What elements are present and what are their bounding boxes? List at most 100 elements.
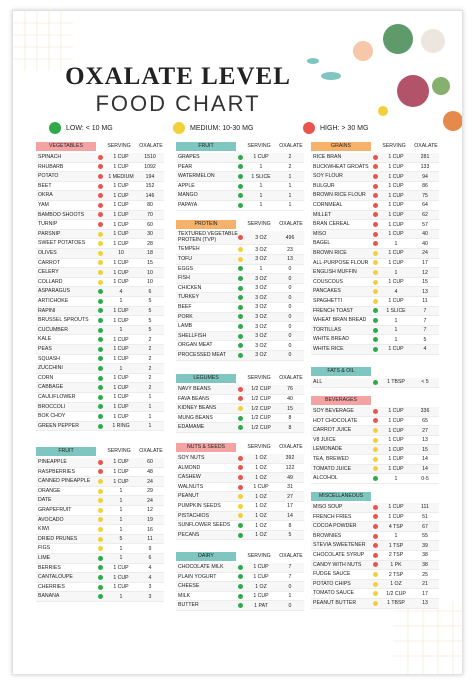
food-name: FRENCH FRIES [313,513,352,520]
serving: 1 CUP [113,403,129,410]
food-name: MILLET [313,211,332,218]
food-name: PAPAYA [178,202,198,208]
serving: 1 [259,183,263,190]
food-name: PORK [178,313,193,320]
level-dot [238,333,243,339]
level-dot [238,513,243,519]
oxalate: 86 [422,183,428,190]
level-dot [373,174,378,179]
oxalate: 3 [148,593,152,600]
serving: 1 CUP [113,375,129,382]
level-dot [98,337,103,343]
level-dot [98,385,103,391]
level-dot [373,600,378,606]
food-name: POTATO [38,173,59,180]
level-dot [98,154,103,160]
serving: 1 CUP [388,259,404,266]
oxalate: 8 [288,415,292,422]
food-name: V8 JUICE [313,436,336,443]
column-header: SERVING [247,553,271,559]
serving: 1 [394,327,398,334]
level-dot [373,260,378,266]
serving: 1 OZ [255,493,267,500]
food-name: EGGS [178,265,193,272]
level-dot [238,396,243,402]
food-name: ALCOHOL [313,475,338,482]
oxalate: 5 [288,532,292,539]
food-name: FUDGE SAUCE [313,571,351,578]
food-name: CAULIFLOWER [38,394,76,400]
oxalate: 51 [422,513,428,520]
oxalate: 18 [147,250,153,257]
level-dot [373,298,378,304]
oxalate: 8 [288,522,292,529]
oxalate: 16 [147,526,153,533]
oxalate: 1 [288,192,292,199]
section-title: LEGUMES [176,374,236,383]
serving: 1 CUP [113,336,129,343]
level-dot [238,465,243,471]
food-name: GREEN PEPPER [38,422,79,429]
food-name: CHOCOLATE SYRUP [313,552,365,558]
serving: 1 CUP [113,154,129,161]
serving: 1 CUP [253,564,269,571]
serving: 1 CUP [113,183,129,190]
serving: 10 [118,250,124,257]
serving: 1 CUP [388,163,404,170]
level-dot [373,327,378,333]
oxalate: 7 [288,564,292,571]
level-dot [373,504,378,510]
food-name: BEEF [178,304,192,310]
food-name: PLAIN YOGURT [178,573,217,580]
level-dot [373,476,378,481]
serving: 1 [119,365,123,372]
oxalate: 14 [422,465,428,472]
column-header: OXALATE [139,143,163,149]
oxalate: 17 [422,259,428,266]
level-dot [373,447,378,453]
oxalate: 13 [422,437,428,444]
oxalate: 25 [422,571,428,578]
oxalate: 15 [147,259,153,266]
food-name: SUNFLOWER SEEDS [178,522,231,529]
serving: 1 CUP [253,573,269,580]
level-dot [373,379,378,385]
column-header: SERVING [107,448,131,454]
serving: 1 [119,593,123,600]
serving: 3 OZ [255,342,267,349]
serving: 1 CUP [388,417,404,424]
serving: 3 OZ [255,285,267,292]
level-dot [98,366,103,371]
level-dot [238,475,243,480]
food-name: ORGAN MEAT [178,342,213,349]
oxalate: 0 [288,265,292,272]
serving: 1 CUP [388,504,404,511]
serving: 1 CUP [388,298,404,305]
level-dot [373,456,378,462]
legend-label: HIGH: > 30 MG [320,124,369,132]
food-name: BUTTER [178,602,199,609]
food-name: TEA, BREWED [313,456,349,462]
level-dot [98,536,103,542]
level-dot [98,318,103,323]
serving: 3 OZ [255,294,267,301]
section-title: BEVERAGES [311,396,371,405]
section-title: FRUIT [36,447,96,456]
serving: 1 CUP [388,427,404,434]
food-name: ORANGE [38,487,61,494]
legend-label: LOW: < 10 MG [66,124,113,132]
section-title: GRAINS [311,142,371,151]
food-name: CELERY [38,269,59,276]
level-dot [238,164,243,170]
food-name: CORNMEAL [313,202,343,208]
food-name: RICE BRAN [313,154,342,160]
food-name: GRAPEFRUIT [38,507,72,513]
level-dot [98,241,103,247]
oxalate: 0 [288,323,292,330]
oxalate: 1 [148,394,152,401]
oxalate: 0 [288,602,292,609]
oxalate: 6 [148,555,152,562]
level-dot [98,555,103,561]
food-name: BRUSSEL SPROUTS [38,317,89,324]
